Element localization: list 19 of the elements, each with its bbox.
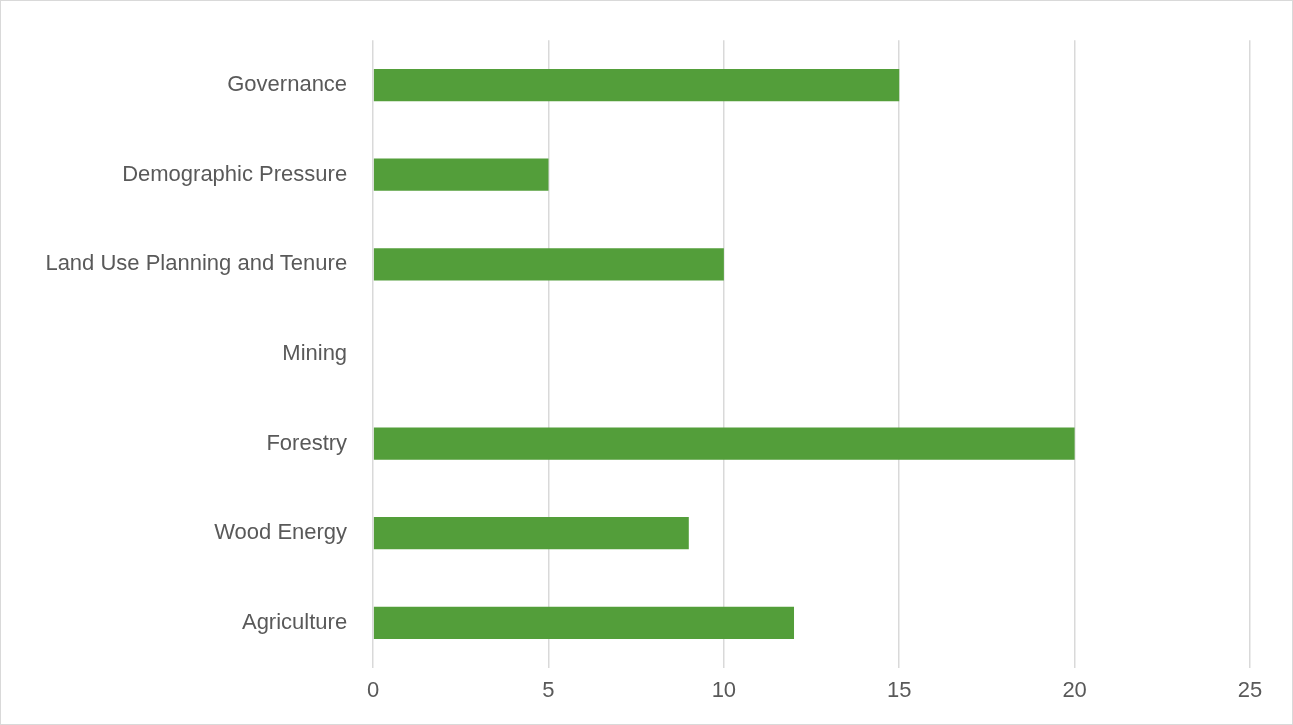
bar bbox=[373, 68, 900, 102]
y-tick-label: Governance bbox=[227, 71, 348, 97]
x-tick-label: 15 bbox=[887, 676, 912, 702]
bar bbox=[373, 158, 549, 191]
y-tick-label: Wood Energy bbox=[214, 519, 348, 545]
x-tick-label: 25 bbox=[1237, 676, 1263, 702]
y-tick-label: Land Use Planning and Tenure bbox=[45, 250, 348, 276]
bar bbox=[373, 248, 724, 281]
y-tick-label: Forestry bbox=[266, 429, 348, 455]
y-tick-label: Demographic Pressure bbox=[122, 160, 348, 186]
bar bbox=[373, 427, 1075, 460]
bar bbox=[373, 606, 795, 639]
x-tick-label: 20 bbox=[1062, 676, 1087, 702]
y-tick-label: Agriculture bbox=[241, 608, 348, 634]
y-tick-label: Mining bbox=[282, 339, 348, 365]
bar bbox=[373, 517, 689, 550]
x-tick-label: 0 bbox=[366, 676, 380, 702]
x-tick-label: 5 bbox=[542, 676, 555, 702]
x-tick-label: 10 bbox=[711, 676, 737, 702]
